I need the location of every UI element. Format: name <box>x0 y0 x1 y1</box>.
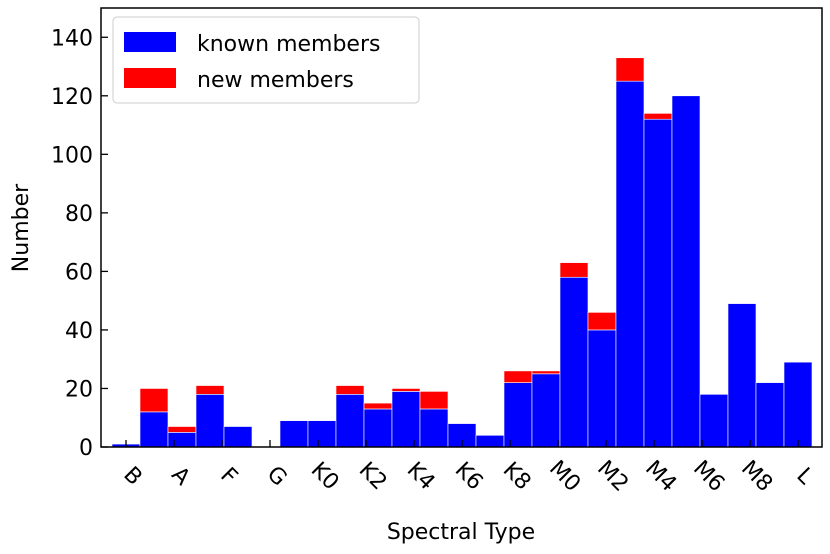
x-axis-label: Spectral Type <box>387 520 535 545</box>
bar-known-14 <box>503 382 533 448</box>
x-tick-label-8: K8 <box>498 458 536 496</box>
x-tick-label-13: M8 <box>736 456 777 497</box>
bar-known-20 <box>671 95 701 448</box>
bar-new-11 <box>419 391 449 410</box>
y-tick-label-1: 20 <box>65 377 93 402</box>
bar-new-14 <box>503 370 533 383</box>
x-tick-label-5: K2 <box>354 458 392 496</box>
x-tick-label-3: G <box>262 462 292 492</box>
bar-known-2 <box>167 432 197 448</box>
x-tick-label-12: M6 <box>688 456 729 497</box>
x-tick-label-7: K6 <box>450 458 488 496</box>
bar-known-7 <box>307 420 337 448</box>
legend-swatch-known <box>124 32 176 52</box>
legend: known members new members <box>112 16 420 104</box>
bar-known-6 <box>279 420 309 448</box>
y-axis-ticks: 0 20 40 60 80 100 120 140 <box>51 26 108 461</box>
bar-known-3 <box>195 394 225 448</box>
x-tick-label-0: B <box>118 462 146 490</box>
bar-known-16 <box>559 276 589 448</box>
y-tick-label-0: 0 <box>79 436 93 461</box>
x-tick-label-2: F <box>215 463 242 490</box>
bar-known-19 <box>643 118 673 448</box>
legend-label-known: known members <box>197 32 380 57</box>
bar-new-15 <box>531 370 561 375</box>
bar-new-8 <box>335 385 365 395</box>
bar-known-18 <box>615 80 645 448</box>
bar-new-9 <box>363 402 393 410</box>
x-tick-label-14: L <box>791 463 818 490</box>
bar-known-24 <box>783 361 813 448</box>
y-tick-label-5: 100 <box>51 143 93 168</box>
y-tick-label-6: 120 <box>51 85 93 110</box>
bars-layer <box>111 57 813 448</box>
x-axis-ticks: B A F G K0 K2 K4 K6 K8 M0 M2 M4 M6 M8 L <box>118 440 818 497</box>
bar-known-4 <box>223 426 253 448</box>
bar-known-22 <box>727 303 757 448</box>
bar-new-19 <box>643 113 673 120</box>
bar-new-17 <box>587 312 617 331</box>
legend-label-new: new members <box>197 68 354 93</box>
bar-known-11 <box>419 408 449 448</box>
plot-frame <box>100 7 823 448</box>
legend-box <box>112 16 420 104</box>
x-tick-label-9: M0 <box>544 456 585 497</box>
bar-new-16 <box>559 262 589 278</box>
bar-new-1 <box>139 388 169 413</box>
x-tick-label-11: M4 <box>640 456 681 497</box>
y-tick-label-7: 140 <box>51 26 93 51</box>
y-tick-label-4: 80 <box>65 202 93 227</box>
bar-new-2 <box>167 426 197 433</box>
x-tick-label-4: K0 <box>306 458 344 496</box>
bar-new-10 <box>391 388 421 392</box>
legend-swatch-new <box>124 68 176 88</box>
bar-known-1 <box>139 411 169 448</box>
bar-known-9 <box>363 408 393 448</box>
bar-new-18 <box>615 57 645 82</box>
x-tick-label-6: K4 <box>402 458 440 496</box>
bar-known-8 <box>335 394 365 448</box>
y-tick-label-2: 40 <box>65 319 93 344</box>
bar-known-10 <box>391 391 421 448</box>
bar-known-17 <box>587 329 617 448</box>
y-axis-label: Number <box>9 183 34 272</box>
bar-known-23 <box>755 382 785 448</box>
x-tick-label-1: A <box>166 462 194 490</box>
bar-known-13 <box>475 434 505 448</box>
bar-known-21 <box>699 394 729 448</box>
x-tick-label-10: M2 <box>592 456 633 497</box>
y-tick-label-3: 60 <box>65 260 93 285</box>
bar-new-3 <box>195 385 225 395</box>
bar-known-15 <box>531 373 561 448</box>
